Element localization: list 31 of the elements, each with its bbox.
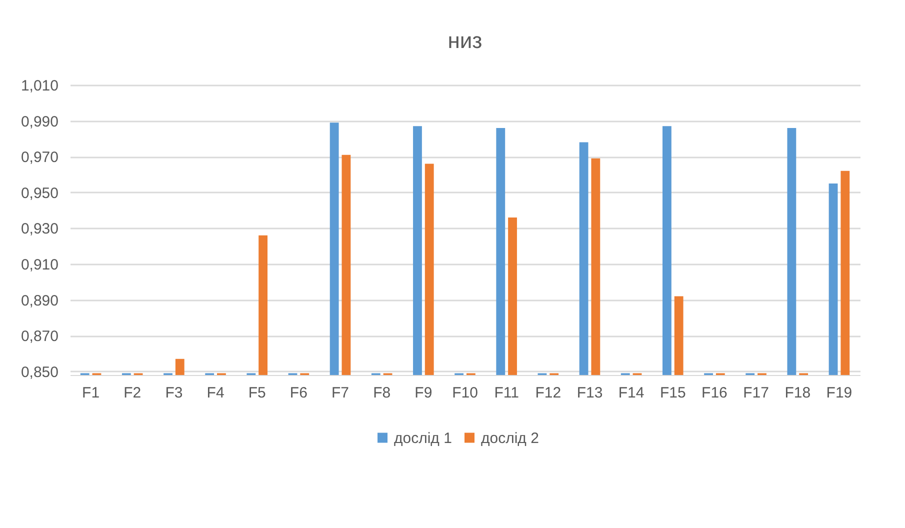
x-tick-label: F3 [165, 384, 183, 402]
chart-title: низ [448, 28, 482, 53]
x-tick-label: F8 [373, 384, 391, 402]
x-tick-label: F12 [535, 384, 562, 402]
y-tick-label: 0,890 [20, 292, 58, 310]
x-tick-label: F11 [494, 384, 519, 402]
x-tick-label: F19 [826, 384, 852, 402]
y-tick-label: 0,850 [20, 364, 58, 381]
x-tick-label: F18 [784, 384, 811, 402]
legend-label: дослід 2 [481, 430, 539, 447]
x-tick-label: F9 [414, 384, 432, 402]
x-tick-label: F1 [82, 384, 100, 402]
x-tick-label: F4 [206, 384, 224, 402]
x-tick-label: F5 [248, 384, 266, 402]
y-tick-label: 0,870 [20, 328, 58, 346]
x-tick-label: F13 [576, 384, 603, 402]
y-tick-label: 0,950 [20, 184, 58, 202]
y-tick-label: 0,990 [20, 113, 58, 130]
y-tick-label: 1,010 [20, 78, 58, 94]
x-tick-label: F17 [743, 384, 769, 402]
x-tick-label: F15 [660, 384, 686, 402]
y-tick-label: 0,970 [20, 149, 58, 166]
legend-label: дослід 1 [394, 430, 452, 447]
x-tick-label: F6 [290, 384, 308, 402]
x-tick-label: F16 [702, 384, 728, 402]
x-tick-label: F7 [332, 384, 350, 402]
y-tick-label: 0,930 [20, 220, 58, 238]
x-tick-label: F10 [452, 384, 478, 402]
x-tick-label: F2 [124, 384, 142, 402]
x-tick-label: F14 [618, 384, 644, 402]
y-tick-label: 0,910 [20, 256, 58, 274]
